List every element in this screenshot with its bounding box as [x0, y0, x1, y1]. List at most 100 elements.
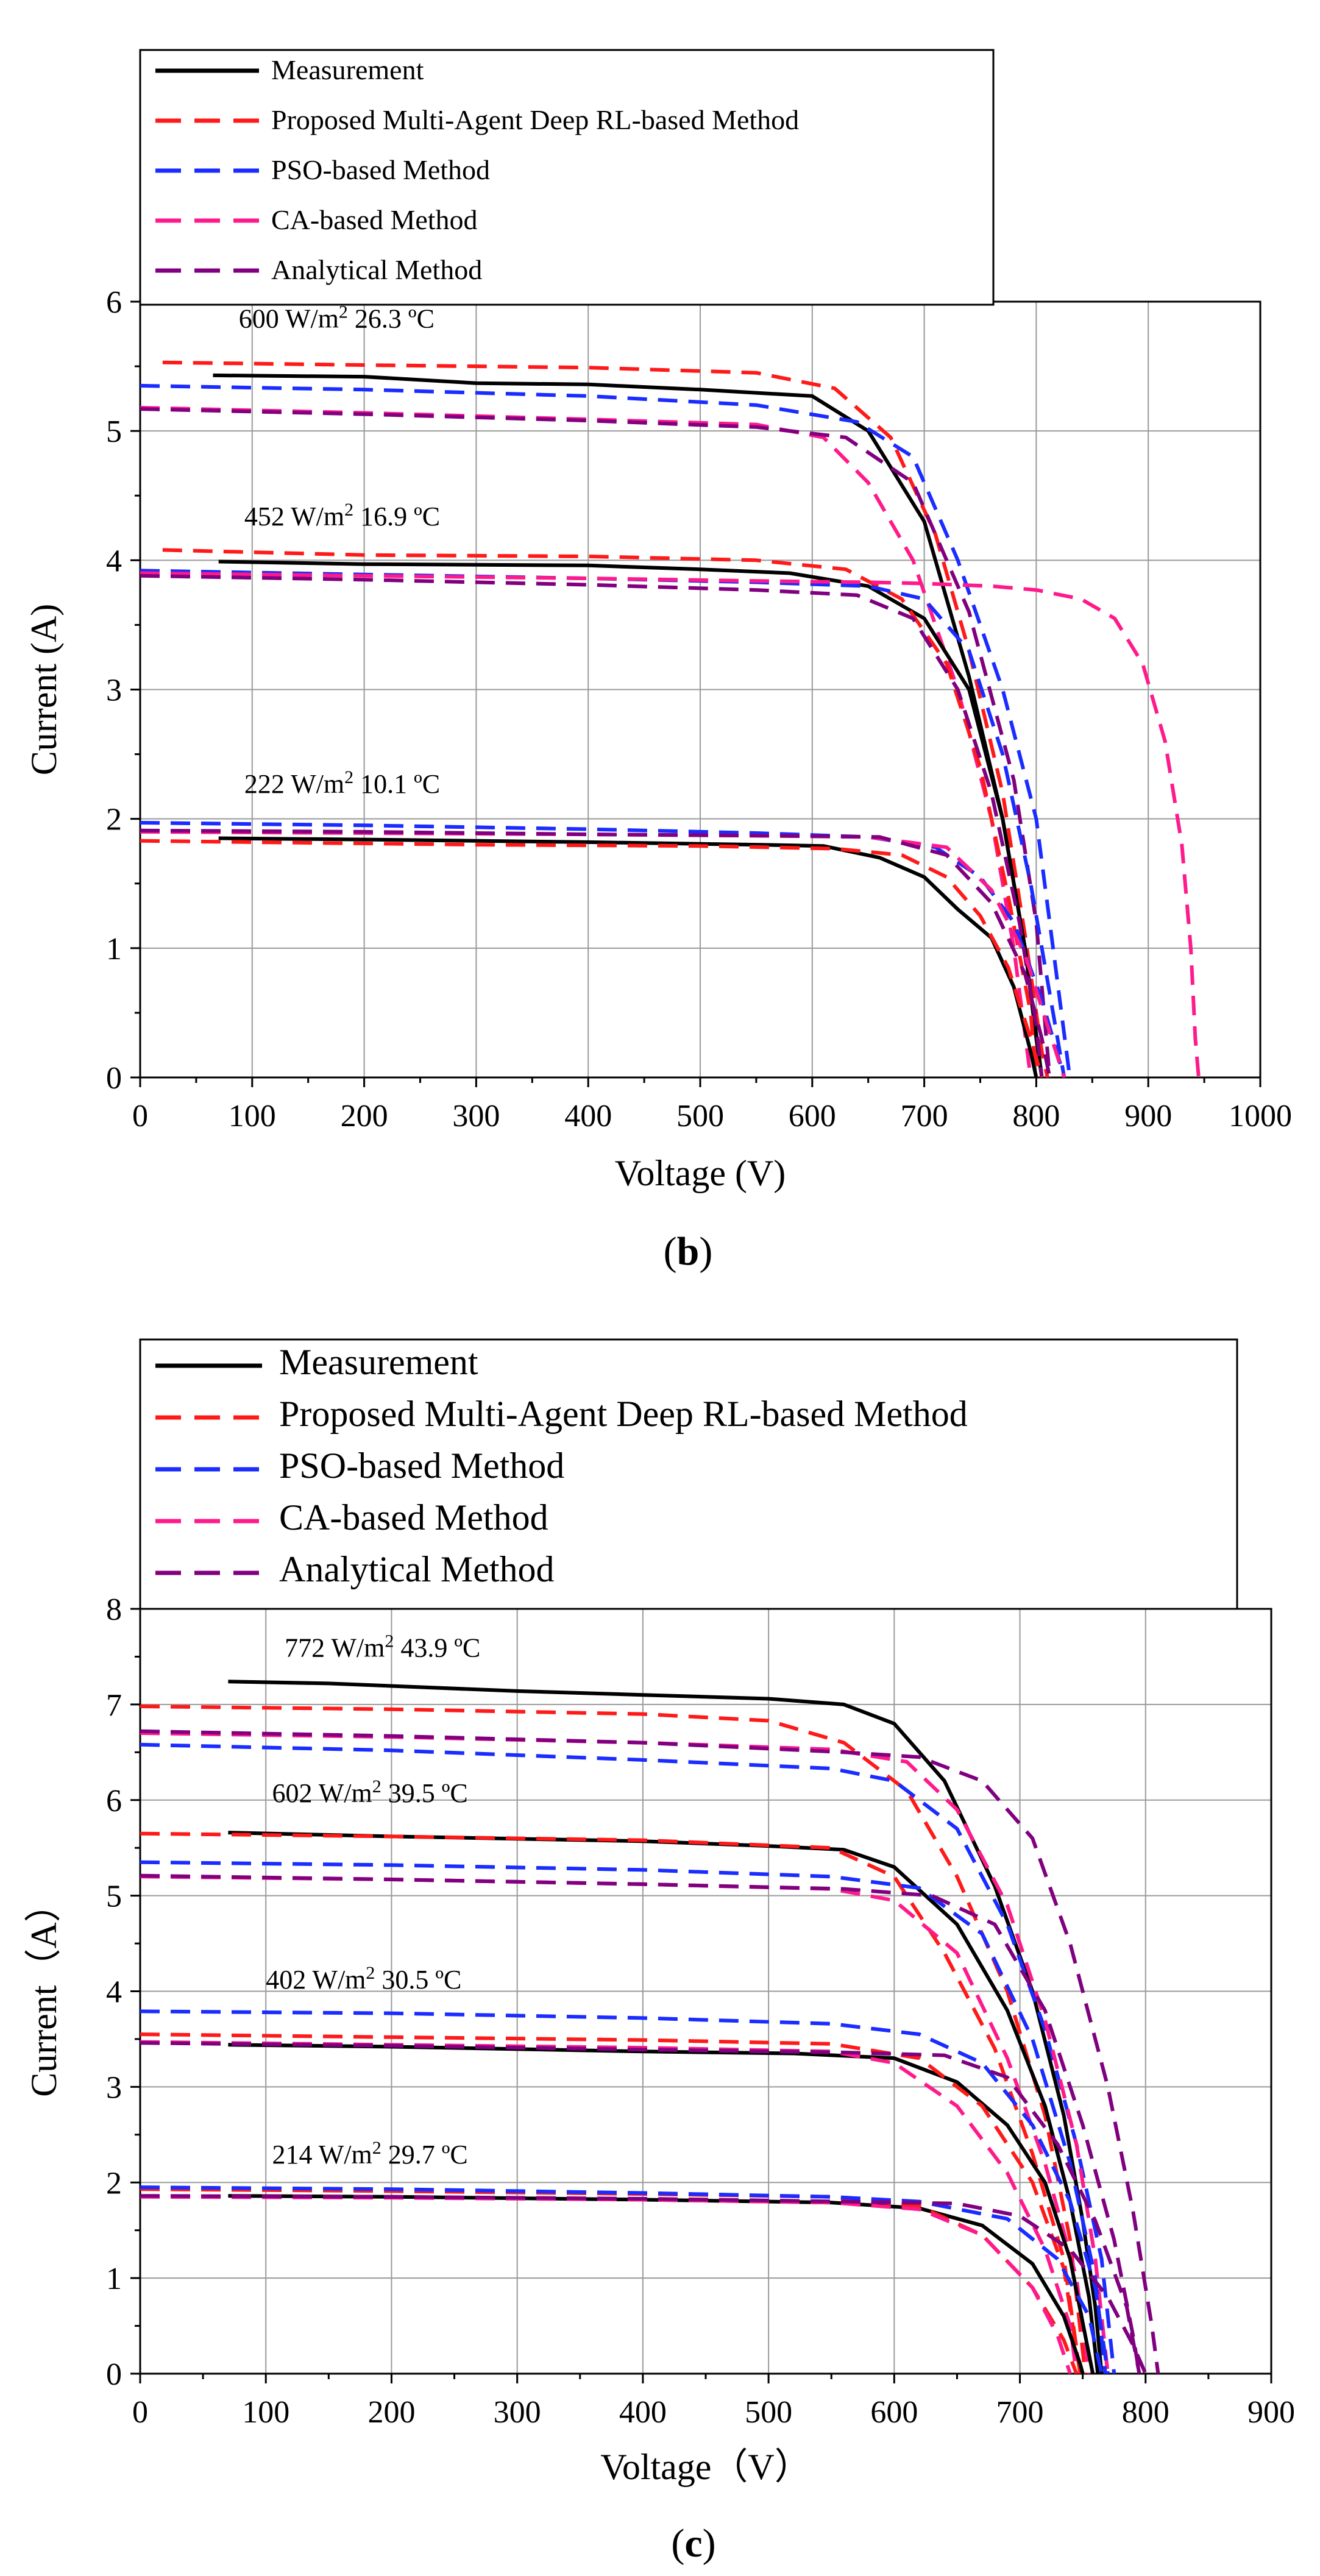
- legend: Measurement Proposed Multi-Agent Deep RL-…: [139, 49, 995, 306]
- series-line-proposed: [140, 2187, 1079, 2374]
- y-tick-label: 6: [106, 1784, 122, 1818]
- panel-label: (c): [671, 2521, 715, 2566]
- x-tick-label: 800: [1012, 1099, 1060, 1134]
- legend-label-measurement: Measurement: [279, 1342, 478, 1382]
- x-tick-label: 900: [1247, 2395, 1295, 2430]
- y-tick-label: 0: [106, 2357, 122, 2392]
- legend-label-analytical: Analytical Method: [271, 254, 482, 285]
- series-line-ca: [140, 2040, 1079, 2374]
- y-tick-label: 6: [106, 285, 122, 320]
- legend-box: [139, 1338, 1238, 1610]
- x-tick-label: 600: [789, 1099, 836, 1134]
- series-line-measurement: [218, 559, 1044, 1077]
- series-line-analytical: [140, 828, 1052, 1077]
- y-tick-label: 3: [106, 673, 122, 708]
- series-line-pso: [140, 383, 1072, 1077]
- legend-box: [139, 49, 995, 306]
- x-tick-label: 300: [452, 1099, 500, 1134]
- series-group: [140, 1680, 1160, 2374]
- x-tick-label: 200: [341, 1099, 388, 1134]
- x-tick-label: 1000: [1229, 1099, 1292, 1134]
- legend-label-analytical: Analytical Method: [279, 1549, 555, 1589]
- series-line-analytical: [140, 1873, 1141, 2374]
- y-tick-label: 4: [106, 1975, 122, 2010]
- series-line-ca: [140, 2195, 1072, 2374]
- series-line-ca: [140, 1875, 1091, 2374]
- y-tick-label: 2: [106, 803, 122, 837]
- series-line-analytical: [140, 1729, 1160, 2374]
- series-line-analytical: [140, 2041, 1141, 2374]
- y-axis-ticks: 0 1 2 3 4 5 6: [106, 285, 140, 1096]
- y-axis-ticks: 0 1 2 3 4 5 6 7 8: [106, 1592, 140, 2392]
- series-line-measurement: [228, 2194, 1085, 2374]
- y-tick-label: 7: [106, 1688, 122, 1723]
- series-line-ca: [140, 571, 1201, 1077]
- x-tick-label: 500: [676, 1099, 724, 1134]
- x-tick-label: 300: [494, 2395, 541, 2430]
- x-axis-title: Voltage (V): [615, 1153, 786, 1193]
- series-line-pso: [140, 2009, 1110, 2374]
- series-line-pso: [140, 821, 1066, 1077]
- series-line-pso: [140, 1860, 1107, 2374]
- series-line-proposed: [140, 839, 1044, 1077]
- x-axis-ticks: 0 100 200 300 400 500 600 700 800 900: [132, 2374, 1295, 2430]
- series-line-analytical: [140, 573, 1044, 1077]
- curve-annotation: 214 W/m2 29.7 ºC: [272, 2138, 468, 2170]
- y-tick-label: 1: [106, 2262, 122, 2296]
- y-tick-label: 3: [106, 2070, 122, 2105]
- legend-label-pso: PSO-based Method: [271, 154, 490, 185]
- series-group: [140, 360, 1201, 1077]
- y-tick-label: 0: [106, 1061, 122, 1096]
- curve-annotation: 600 W/m2 26.3 ºC: [239, 302, 435, 333]
- x-tick-label: 800: [1122, 2395, 1169, 2430]
- series-line-proposed: [140, 1831, 1082, 2374]
- series-line-ca: [140, 829, 1066, 1077]
- y-tick-label: 2: [106, 2166, 122, 2201]
- legend-label-pso: PSO-based Method: [279, 1446, 564, 1486]
- curve-annotation: 772 W/m2 43.9 ºC: [285, 1631, 480, 1662]
- x-tick-label: 400: [619, 2395, 667, 2430]
- series-line-measurement: [228, 2043, 1095, 2374]
- series-line-pso: [140, 2185, 1104, 2374]
- y-tick-label: 5: [106, 1879, 122, 1914]
- legend-label-ca: CA-based Method: [279, 1497, 548, 1538]
- x-tick-label: 0: [132, 1099, 148, 1134]
- series-line-ca: [140, 1731, 1110, 2374]
- x-tick-label: 100: [229, 1099, 276, 1134]
- x-tick-label: 200: [367, 2395, 415, 2430]
- x-tick-label: 0: [132, 2395, 148, 2430]
- panel-label: (b): [664, 1229, 713, 1274]
- x-tick-label: 400: [564, 1099, 612, 1134]
- series-line-analytical: [140, 407, 1052, 1077]
- series-line-proposed: [162, 548, 1038, 1077]
- legend-label-proposed: Proposed Multi-Agent Deep RL-based Metho…: [271, 104, 799, 135]
- x-tick-label: 500: [745, 2395, 792, 2430]
- legend-label-measurement: Measurement: [271, 54, 424, 85]
- x-tick-label: 100: [242, 2395, 289, 2430]
- y-tick-label: 5: [106, 414, 122, 449]
- legend-label-ca: CA-based Method: [271, 204, 478, 235]
- chart-panel-c: 0 100 200 300 400 500 600 700 800 900 0 1 2 3 4 5 6 7 8 Vol…: [24, 1338, 1295, 2566]
- y-tick-label: 8: [106, 1592, 122, 1627]
- x-axis-title: Voltage（V）: [600, 2447, 811, 2487]
- chart-panel-b: 0 100 200 300 400 500 600 700 800 900 1000 0 1 2 3 4 5 6 V…: [24, 49, 1292, 1274]
- series-line-pso: [140, 1742, 1116, 2374]
- x-tick-label: 700: [901, 1099, 948, 1134]
- x-axis-ticks: 0 100 200 300 400 500 600 700 800 900 1000: [132, 1077, 1292, 1134]
- series-line-proposed: [162, 360, 1049, 1077]
- y-axis-title: Current (A): [24, 604, 64, 776]
- curve-annotation: 222 W/m2 10.1 ºC: [244, 767, 440, 799]
- legend: Measurement Proposed Multi-Agent Deep RL-…: [139, 1338, 1238, 1610]
- y-tick-label: 1: [106, 932, 122, 967]
- curve-annotation: 602 W/m2 39.5 ºC: [272, 1776, 468, 1808]
- x-tick-label: 700: [996, 2395, 1044, 2430]
- y-axis-title: Current（A）: [24, 1886, 64, 2097]
- curve-annotation: 452 W/m2 16.9 ºC: [244, 500, 440, 531]
- series-line-measurement: [213, 373, 1044, 1077]
- y-tick-label: 4: [106, 544, 122, 578]
- curve-annotation: 402 W/m2 30.5 ºC: [266, 1963, 461, 1995]
- series-line-analytical: [140, 2194, 1148, 2374]
- x-tick-label: 600: [870, 2395, 918, 2430]
